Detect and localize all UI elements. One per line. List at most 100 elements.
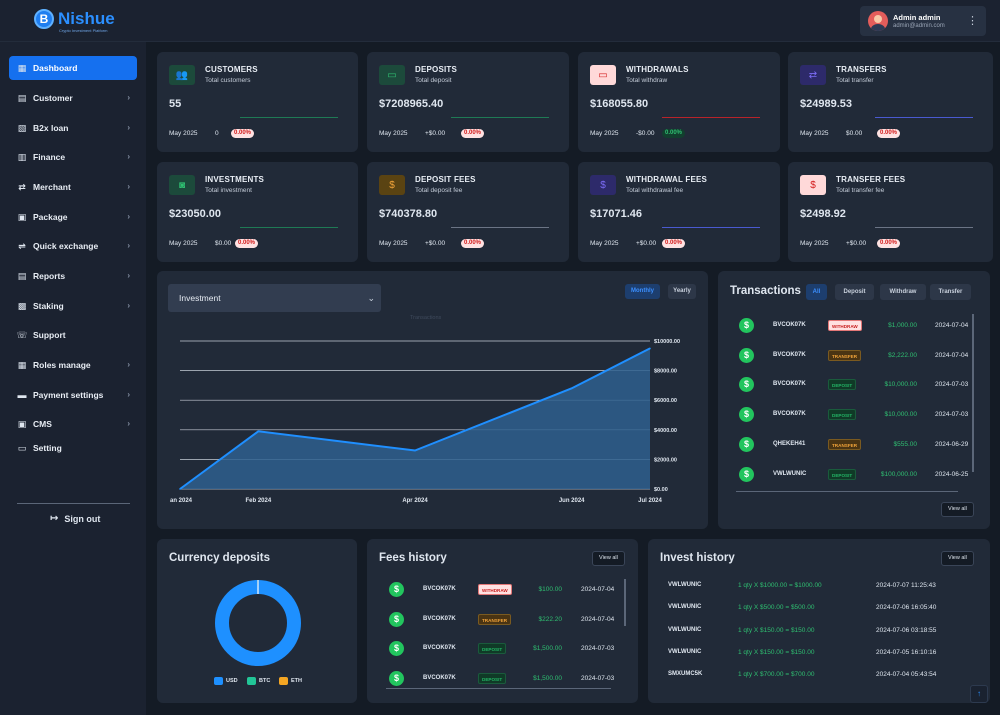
sidebar-item-label: B2x loan (33, 123, 69, 133)
stat-badge: 0.00% (235, 239, 259, 248)
stat-badge: 0.00% (662, 239, 686, 248)
sidebar-item-label: Quick exchange (33, 241, 99, 251)
transaction-row[interactable]: $ QHEKEH41 TRANSFER $555.00 2024-06-29 (739, 436, 974, 455)
data-point[interactable] (179, 488, 181, 490)
fee-row[interactable]: $ BVCOK07K DEPOSIT $1,500.00 2024-07-03 (389, 641, 624, 659)
stat-card-investments[interactable]: ◙ INVESTMENTS Total investment $23050.00 May… (157, 162, 358, 262)
data-point[interactable] (414, 449, 416, 452)
stat-card-withdrawal-fees[interactable]: $ WITHDRAWAL FEES Total withdrawal fee $170… (578, 162, 780, 262)
roles-icon: ▦ (17, 359, 27, 370)
tab-yearly[interactable]: Yearly (668, 284, 696, 299)
sidebar-item-label: Dashboard (33, 63, 78, 73)
fee-row[interactable]: $ BVCOK07K WITHDRAW $100.00 2024-07-04 (389, 582, 624, 600)
chevron-right-icon: › (127, 123, 130, 132)
invest-row[interactable]: VWLWUNIC 1 qty X $150.00 = $150.00 2024-07… (668, 627, 968, 637)
more-vertical-icon[interactable]: ⋮ (967, 15, 978, 27)
sidebar-item-quick-exchange[interactable]: ⇌ Quick exchange › (9, 234, 137, 258)
sign-out-button[interactable]: ↦ Sign out (50, 513, 100, 524)
transactions-view-all-button[interactable]: View all (941, 502, 974, 517)
sidebar-item-support[interactable]: ☏ Support (9, 323, 137, 347)
invest-id: VWLWUNIC (668, 582, 702, 588)
donut-slice-usd[interactable] (215, 580, 301, 666)
transaction-id: VWLWUNIC (773, 470, 807, 477)
invest-date: 2024-07-06 16:05:40 (876, 604, 937, 612)
transaction-date: 2024-07-04 (935, 351, 969, 359)
transaction-amount: $100,000.00 (880, 470, 917, 478)
stat-badge: 0.00% (461, 129, 485, 138)
invest-row[interactable]: VWLWUNIC 1 qty X $1000.00 = $1000.00 2024-… (668, 582, 968, 592)
invest-id: VWLWUNIC (668, 604, 702, 611)
filter-deposit[interactable]: Deposit (835, 284, 874, 300)
sidebar-item-label: Reports (33, 271, 66, 281)
invest-row[interactable]: VWLWUNIC 1 qty X $500.00 = $500.00 2024-07… (668, 604, 968, 614)
fee-row[interactable]: $ BVCOK07K DEPOSIT $1,500.00 2024-07-03 (389, 671, 624, 689)
fees-view-all-button[interactable]: View all (592, 551, 625, 566)
stat-card-withdrawals[interactable]: ▭ WITHDRAWALS Total withdraw $168055.80 May … (578, 52, 780, 152)
filter-transfer[interactable]: Transfer (930, 284, 971, 300)
sidebar-item-dashboard[interactable]: ▦ Dashboard (9, 56, 137, 80)
stat-sparkline (451, 117, 549, 118)
transaction-row[interactable]: $ BVCOK07K DEPOSIT $10,000.00 2024-07-03 (739, 377, 974, 395)
stat-card-deposits[interactable]: ▭ DEPOSITS Total deposit $7208965.40 May 202… (367, 52, 569, 152)
transaction-row[interactable]: $ BVCOK07K WITHDRAW $1,000.00 2024-07-04 (739, 318, 974, 336)
tab-monthly[interactable]: Monthly (625, 284, 660, 299)
stat-subtitle: Total withdraw (626, 77, 668, 84)
stat-card-transfer-fees[interactable]: $ TRANSFER FEES Total transfer fee $2498.92… (788, 162, 993, 262)
scroll-to-top-button[interactable]: ↑ (970, 685, 988, 703)
stat-date: May 2025 (800, 130, 829, 137)
stat-card-deposit-fees[interactable]: $ DEPOSIT FEES Total deposit fee $740378.80… (367, 162, 569, 262)
filter-withdraw[interactable]: Withdraw (880, 284, 926, 300)
sidebar-item-label: Payment settings (33, 390, 104, 400)
brand-logo[interactable]: B Nishue Crypto Investment Platform (34, 9, 115, 33)
transaction-row[interactable]: $ VWLWUNIC DEPOSIT $100,000.00 2024-06-25 (739, 466, 974, 485)
user-menu[interactable]: Admin admin admin@admin.com ⋮ (860, 6, 986, 36)
invest-view-all-button[interactable]: View all (941, 551, 974, 566)
fee-amount: $222.20 (538, 615, 563, 623)
sidebar-item-b2x-loan[interactable]: ▧ B2x loan › (9, 116, 137, 140)
data-point[interactable] (570, 387, 573, 390)
sidebar-item-roles-manage[interactable]: ▦ Roles manage › (9, 353, 137, 377)
sidebar-item-finance[interactable]: ▥ Finance › (9, 145, 137, 169)
legend-btc[interactable]: BTC (247, 677, 270, 685)
sidebar-item-payment-settings[interactable]: ▬ Payment settings › (9, 383, 137, 407)
deposit-fee-icon: $ (379, 175, 405, 195)
transaction-row[interactable]: $ BVCOK07K DEPOSIT $10,000.00 2024-07-03 (739, 407, 974, 425)
sidebar-item-cms[interactable]: ▣ CMS › (9, 412, 137, 436)
stat-badge: 0.00% (662, 129, 686, 138)
sidebar-item-staking[interactable]: ▩ Staking › (9, 294, 137, 318)
stat-subtitle: Total customers (205, 77, 251, 84)
transaction-id: BVCOK07K (773, 411, 806, 418)
invest-row[interactable]: VWLWUNIC 1 qty X $150.00 = $150.00 2024-07… (668, 649, 968, 659)
sidebar-item-merchant[interactable]: ⇄ Merchant › (9, 175, 137, 199)
legend-usd[interactable]: USD (214, 677, 238, 685)
transactions-scrollbar[interactable] (972, 314, 974, 472)
chevron-right-icon: › (127, 212, 130, 221)
series-area (180, 348, 650, 489)
invest-row[interactable]: SMXUMC5K 1 qty X $700.00 = $700.00 2024-07… (668, 671, 968, 681)
sidebar-item-label: Customer (33, 93, 73, 103)
sidebar-item-setting[interactable]: ▭ Setting (9, 442, 137, 454)
filter-all[interactable]: All (806, 284, 827, 300)
stat-card-customers[interactable]: 👥 CUSTOMERS Total customers 55 May 2025 0 0.00… (157, 52, 358, 152)
transactions-divider (736, 491, 958, 492)
fee-date: 2024-07-04 (581, 586, 615, 593)
sidebar-item-reports[interactable]: ▤ Reports › (9, 264, 137, 288)
stat-sparkline (875, 117, 973, 118)
sidebar-item-package[interactable]: ▣ Package › (9, 205, 137, 229)
sidebar-item-customer[interactable]: ▤ Customer › (9, 86, 137, 110)
deposit-icon: ▭ (379, 65, 405, 85)
fees-scrollbar[interactable] (624, 579, 626, 626)
fee-row[interactable]: $ BVCOK07K TRANSFER $222.20 2024-07-04 (389, 611, 624, 630)
data-point[interactable] (257, 430, 260, 433)
stat-change: 0 (215, 130, 219, 137)
fees-divider (386, 688, 611, 689)
transaction-type-badge: WITHDRAW (828, 320, 862, 331)
fee-amount: $1,500.00 (533, 645, 562, 653)
stat-badge: 0.00% (461, 239, 485, 248)
chart-type-select[interactable]: Investment ⌄ (168, 284, 381, 312)
data-point[interactable] (649, 347, 651, 350)
stat-card-transfers[interactable]: ⇄ TRANSFERS Total transfer $24989.53 May 202… (788, 52, 993, 152)
legend-eth[interactable]: ETH (279, 677, 302, 685)
transaction-row[interactable]: $ BVCOK07K TRANSFER $2,222.00 2024-07-04 (739, 347, 974, 366)
payment-icon: ▬ (17, 390, 27, 400)
